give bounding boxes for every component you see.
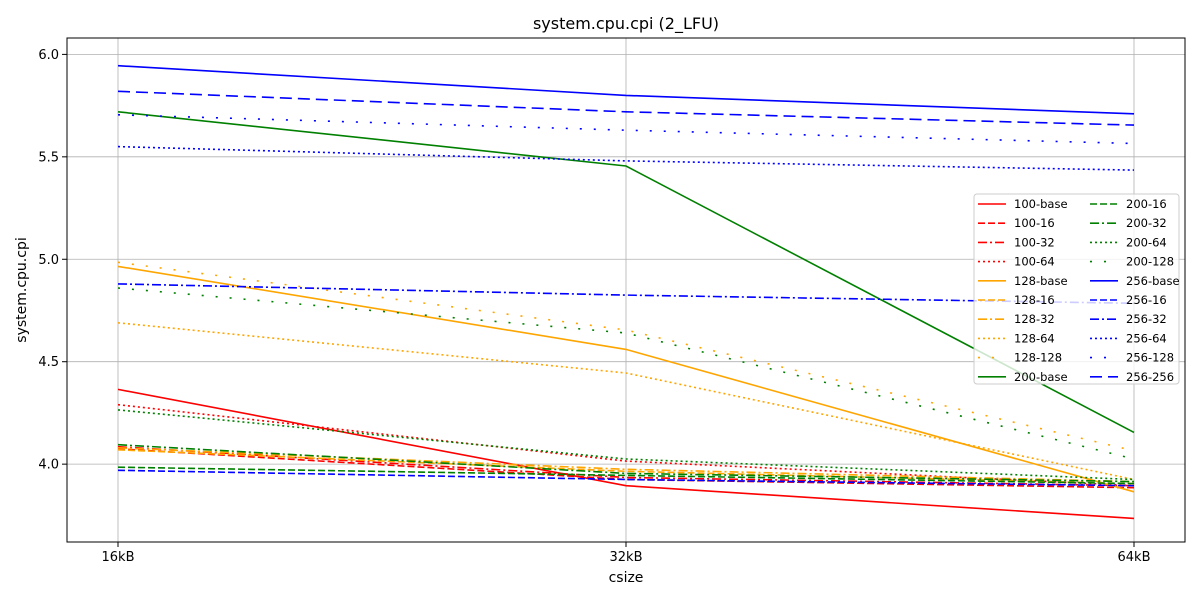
- legend-label: 128-base: [1014, 274, 1068, 288]
- legend-label: 256-32: [1126, 312, 1167, 326]
- series-line-128-64: [117, 322, 1135, 481]
- x-tick-label: 16kB: [102, 550, 135, 565]
- x-axis-title: csize: [609, 570, 644, 586]
- series-line-200-base: [117, 111, 1135, 434]
- legend-label: 256-16: [1126, 293, 1167, 307]
- legend-label: 100-base: [1014, 197, 1068, 211]
- y-axis-ticks: 4.0 4.5 5.0 5.5 6.0: [38, 48, 67, 473]
- x-tick-label: 64kB: [1118, 550, 1151, 565]
- series-line-256-32: [117, 283, 1135, 305]
- series-line-200-128: [117, 287, 1135, 460]
- legend-label: 200-16: [1126, 197, 1167, 211]
- legend-label: 200-64: [1126, 235, 1167, 249]
- series-line-256-base: [117, 64, 1135, 115]
- legend-label: 256-64: [1126, 331, 1167, 345]
- legend-label: 256-256: [1126, 370, 1174, 384]
- series-line-256-128: [117, 114, 1135, 145]
- series-line-200-64: [117, 409, 1135, 481]
- x-tick-label: 32kB: [610, 550, 643, 565]
- legend-label: 128-32: [1014, 312, 1055, 326]
- series-line-256-256: [117, 90, 1135, 126]
- legend-label: 128-16: [1014, 293, 1055, 307]
- series-line-100-base: [117, 388, 1135, 520]
- legend-label: 128-128: [1014, 351, 1062, 365]
- legend-label: 100-32: [1014, 235, 1055, 249]
- legend-label: 200-32: [1126, 216, 1167, 230]
- legend-label: 100-16: [1014, 216, 1055, 230]
- series-line-100-64: [117, 403, 1135, 487]
- series-line-256-16: [117, 469, 1135, 487]
- legend-label: 200-128: [1126, 255, 1174, 269]
- y-tick-label: 5.0: [38, 253, 59, 268]
- legend-label: 200-base: [1014, 370, 1068, 384]
- y-axis-title: system.cpu.cpi: [14, 237, 30, 342]
- legend-label: 100-64: [1014, 255, 1055, 269]
- legend-label: 128-64: [1014, 331, 1055, 345]
- series-lines: [117, 64, 1135, 520]
- chart-title: system.cpu.cpi (2_LFU): [533, 14, 719, 34]
- series-line-256-64: [117, 145, 1135, 171]
- x-axis-ticks: 16kB 32kB 64kB: [102, 542, 1151, 565]
- legend-label: 256-base: [1126, 274, 1180, 288]
- y-tick-label: 4.0: [38, 458, 59, 473]
- y-tick-label: 4.5: [38, 355, 59, 370]
- series-line-200-16: [117, 466, 1135, 485]
- legend-label: 256-128: [1126, 351, 1174, 365]
- legend: 100-base 100-16 100-32 100-64 128-base 128-16…: [973, 193, 1180, 385]
- y-tick-label: 5.5: [38, 150, 59, 165]
- y-tick-label: 6.0: [38, 48, 59, 63]
- legend-frame: [973, 193, 1180, 385]
